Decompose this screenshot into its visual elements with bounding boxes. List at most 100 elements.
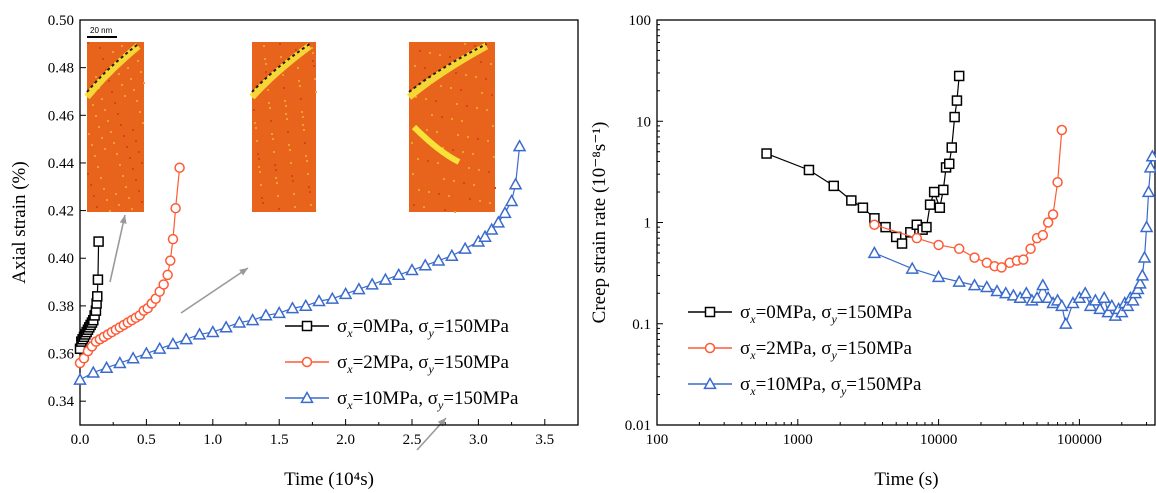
inset-speckle (113, 142, 115, 144)
inset-speckle (103, 188, 105, 190)
inset-speckle (270, 120, 272, 122)
legend-sigma: σ (740, 338, 750, 359)
inset-speckle (90, 184, 92, 186)
y-tick-label: 0.36 (48, 347, 75, 363)
data-point (890, 231, 902, 243)
inset-speckle (91, 144, 93, 146)
inset-speckle (417, 158, 419, 160)
series-2 (867, 149, 1156, 329)
series-0 (74, 236, 104, 355)
inset-speckle (268, 102, 270, 104)
inset-speckle (279, 43, 281, 45)
inset-speckle (481, 92, 483, 94)
inset-speckle (461, 120, 463, 122)
data-point (179, 332, 194, 345)
data-point (165, 255, 176, 266)
data-point (828, 180, 839, 192)
data-point (1141, 184, 1156, 198)
legend-text-end: =150MPa (837, 302, 913, 323)
inset-crack (406, 42, 489, 100)
inset-speckle (413, 204, 415, 206)
inset-speckle (468, 167, 470, 169)
data-point (1105, 298, 1119, 312)
inset-speckle (477, 138, 479, 140)
x-tick-label: 0.0 (71, 432, 90, 448)
scale-bar-label: 20 nm (90, 26, 113, 35)
inset-speckle (265, 63, 267, 65)
inset-speckle (136, 100, 138, 102)
inset-speckle (258, 166, 260, 168)
legend-marker (300, 390, 314, 404)
inset-speckle (112, 51, 114, 53)
data-point (298, 298, 313, 312)
inset-speckle (258, 158, 260, 160)
x-tick-label: 3.5 (535, 432, 554, 448)
inset-speckle (425, 98, 427, 100)
inset-speckle (309, 191, 311, 193)
legend-sigma: σ (337, 388, 347, 409)
legend-entry-2: σx=10MPa, σy=150MPa (337, 388, 519, 412)
inset-speckle (428, 191, 430, 193)
inset-speckle (412, 173, 414, 175)
inset-speckle (302, 116, 304, 118)
data-point (405, 263, 419, 276)
data-point (378, 272, 393, 285)
inset-speckle (101, 137, 103, 139)
data-point (99, 360, 114, 373)
x-tick-label: 100000 (1057, 432, 1102, 448)
inset-speckle (278, 208, 280, 210)
arrow-head (239, 268, 248, 276)
inset-speckle (426, 129, 428, 131)
data-point (1101, 305, 1115, 318)
data-point (934, 202, 946, 213)
inset-speckle (254, 122, 256, 124)
inset-speckle (267, 89, 269, 91)
inset-speckle (415, 96, 417, 98)
inset-speckle (142, 122, 144, 124)
inset-speckle (276, 182, 278, 184)
data-point (352, 282, 366, 295)
x-tick-label: 10000 (920, 432, 958, 448)
legend-text-mid: =10MPa, σ (353, 388, 438, 409)
inset-speckle (295, 49, 297, 51)
inset-speckle (436, 131, 438, 133)
data-point (905, 261, 920, 274)
inset-speckle (299, 85, 301, 87)
legend-subscript: y (830, 348, 837, 362)
inset-speckle (140, 71, 142, 73)
data-point (73, 372, 87, 385)
x-tick-label: 0.5 (137, 432, 156, 448)
inset-speckle (455, 72, 457, 74)
inset-speckle (479, 200, 481, 202)
legend-subscript: y (830, 312, 837, 326)
inset-speckle (88, 133, 90, 135)
inset-crack-dark (251, 43, 311, 93)
legend-entry-1: σx=2MPa, σy=150MPa (740, 338, 912, 362)
data-point (953, 243, 965, 255)
inset-speckle (116, 153, 118, 155)
inset-crack (411, 124, 461, 165)
legend-text-end: =150MPa (434, 352, 510, 373)
legend-subscript: y (840, 384, 847, 398)
y-tick-label: 0.01 (625, 418, 651, 434)
legend-marker (704, 306, 716, 318)
inset-speckle (315, 91, 317, 93)
legend-sigma: σ (740, 302, 750, 323)
inset-speckle (280, 56, 282, 58)
inset-speckle (101, 98, 103, 100)
inset-speckle (269, 107, 271, 109)
data-point (996, 262, 1007, 273)
data-point (484, 222, 499, 235)
inset-speckle (442, 147, 444, 149)
data-point (1143, 160, 1156, 173)
data-point (999, 286, 1013, 299)
data-point (152, 341, 167, 354)
arrow-line (180, 267, 249, 314)
legend-subscript: y (427, 362, 434, 376)
data-point (504, 194, 519, 207)
inset-speckle (488, 171, 490, 173)
x-axis-title: Time (10⁴s) (284, 469, 374, 490)
data-point (245, 313, 260, 326)
inset-speckle (441, 116, 443, 118)
data-point (952, 274, 966, 287)
